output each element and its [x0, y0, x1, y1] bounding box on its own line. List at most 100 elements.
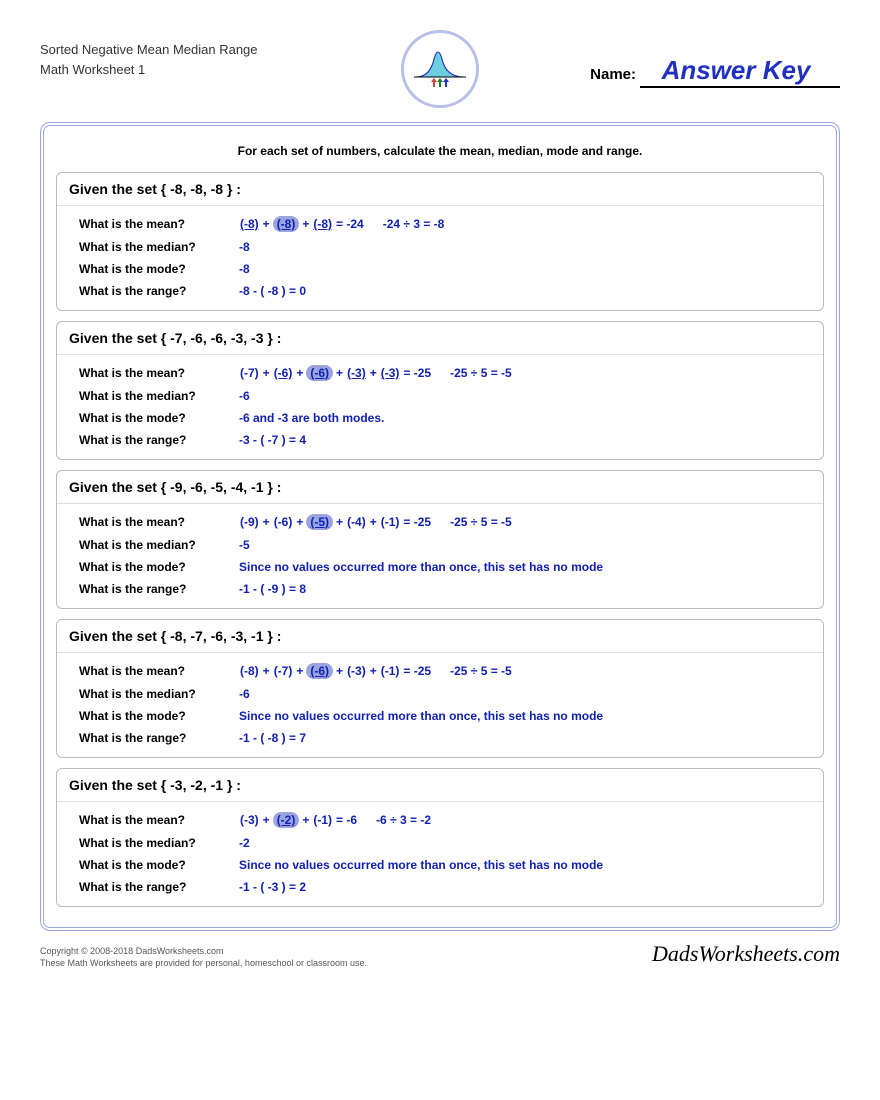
plus-sign: + — [261, 664, 272, 678]
mean-row: What is the mean?(-8)+(-7)+(-6)+(-3)+(-1… — [79, 663, 801, 679]
division-result: -25 ÷ 5 = -5 — [432, 515, 512, 529]
title-block: Sorted Negative Mean Median Range Math W… — [40, 30, 258, 79]
mode-answer: -8 — [239, 262, 250, 276]
plus-sign: + — [334, 664, 345, 678]
median-row: What is the median?-6 — [79, 389, 801, 403]
question-label: What is the range? — [79, 731, 239, 745]
footer: Copyright © 2008-2018 DadsWorksheets.com… — [40, 939, 840, 970]
median-row: What is the median?-6 — [79, 687, 801, 701]
footer-text: Copyright © 2008-2018 DadsWorksheets.com… — [40, 945, 652, 970]
question-label: What is the range? — [79, 284, 239, 298]
mode-row: What is the mode?Since no values occurre… — [79, 709, 801, 723]
mean-row: What is the mean?(-3)+(-2)+(-1)= -6-6 ÷ … — [79, 812, 801, 828]
title-line-1: Sorted Negative Mean Median Range — [40, 40, 258, 60]
problems-container: Given the set { -8, -8, -8 } : What is th… — [56, 172, 824, 907]
name-block: Name: Answer Key — [590, 30, 840, 88]
term: (-9) — [239, 515, 260, 529]
problem-set-title: Given the set { -8, -7, -6, -3, -1 } : — [57, 620, 823, 653]
question-label: What is the mean? — [79, 366, 239, 380]
question-label: What is the range? — [79, 582, 239, 596]
median-row: What is the median?-5 — [79, 538, 801, 552]
term: (-3) — [380, 366, 401, 380]
plus-sign: + — [300, 813, 311, 827]
problem-body: What is the mean?(-8)+(-7)+(-6)+(-3)+(-1… — [57, 653, 823, 757]
middle-term-highlight: (-5) — [306, 514, 333, 530]
copyright-text: Copyright © 2008-2018 DadsWorksheets.com — [40, 945, 652, 958]
range-row: What is the range?-1 - ( -9 ) = 8 — [79, 582, 801, 596]
mode-row: What is the mode?-6 and -3 are both mode… — [79, 411, 801, 425]
mode-answer: Since no values occurred more than once,… — [239, 560, 603, 574]
plus-sign: + — [261, 217, 272, 231]
term: (-8) — [239, 664, 260, 678]
range-answer: -3 - ( -7 ) = 4 — [239, 433, 306, 447]
range-answer: -1 - ( -9 ) = 8 — [239, 582, 306, 596]
term: (-8) — [312, 217, 333, 231]
mode-answer: Since no values occurred more than once,… — [239, 858, 603, 872]
problem-body: What is the mean?(-3)+(-2)+(-1)= -6-6 ÷ … — [57, 802, 823, 906]
problem-body: What is the mean?(-7)+(-6)+(-6)+(-3)+(-3… — [57, 355, 823, 459]
question-label: What is the median? — [79, 836, 239, 850]
middle-term-highlight: (-2) — [273, 812, 300, 828]
mean-answer: (-3)+(-2)+(-1)= -6-6 ÷ 3 = -2 — [239, 812, 431, 828]
range-row: What is the range?-1 - ( -3 ) = 2 — [79, 880, 801, 894]
problem-set-title: Given the set { -8, -8, -8 } : — [57, 173, 823, 206]
division-result: -25 ÷ 5 = -5 — [432, 366, 512, 380]
term: (-7) — [239, 366, 260, 380]
question-label: What is the median? — [79, 687, 239, 701]
plus-sign: + — [294, 515, 305, 529]
answer-key-text: Answer Key — [640, 55, 840, 88]
term: (-7) — [273, 664, 294, 678]
worksheet-header: Sorted Negative Mean Median Range Math W… — [40, 30, 840, 120]
term: (-1) — [380, 515, 401, 529]
median-answer: -6 — [239, 687, 250, 701]
instructions-text: For each set of numbers, calculate the m… — [56, 144, 824, 158]
problem-body: What is the mean?(-9)+(-6)+(-5)+(-4)+(-1… — [57, 504, 823, 608]
problem-block: Given the set { -8, -8, -8 } : What is th… — [56, 172, 824, 311]
mean-answer: (-8)+(-8)+(-8)= -24-24 ÷ 3 = -8 — [239, 216, 444, 232]
mode-answer: Since no values occurred more than once,… — [239, 709, 603, 723]
question-label: What is the median? — [79, 240, 239, 254]
question-label: What is the mode? — [79, 262, 239, 276]
sum-result: = -24 — [334, 217, 364, 231]
title-line-2: Math Worksheet 1 — [40, 60, 258, 80]
middle-term-highlight: (-8) — [273, 216, 300, 232]
problem-block: Given the set { -8, -7, -6, -3, -1 } : Wh… — [56, 619, 824, 758]
range-row: What is the range?-1 - ( -8 ) = 7 — [79, 731, 801, 745]
term: (-1) — [312, 813, 333, 827]
plus-sign: + — [294, 664, 305, 678]
mean-row: What is the mean?(-8)+(-8)+(-8)= -24-24 … — [79, 216, 801, 232]
worksheet-panel: For each set of numbers, calculate the m… — [40, 122, 840, 931]
question-label: What is the mode? — [79, 411, 239, 425]
problem-set-title: Given the set { -7, -6, -6, -3, -3 } : — [57, 322, 823, 355]
median-answer: -6 — [239, 389, 250, 403]
distribution-logo-icon — [401, 30, 479, 108]
question-label: What is the range? — [79, 433, 239, 447]
question-label: What is the mean? — [79, 217, 239, 231]
question-label: What is the mean? — [79, 515, 239, 529]
sum-result: = -6 — [334, 813, 357, 827]
division-result: -25 ÷ 5 = -5 — [432, 664, 512, 678]
disclaimer-text: These Math Worksheets are provided for p… — [40, 957, 652, 970]
question-label: What is the mode? — [79, 709, 239, 723]
mode-answer: -6 and -3 are both modes. — [239, 411, 384, 425]
median-answer: -8 — [239, 240, 250, 254]
question-label: What is the mode? — [79, 560, 239, 574]
plus-sign: + — [368, 515, 379, 529]
question-label: What is the mode? — [79, 858, 239, 872]
middle-term-highlight: (-6) — [306, 365, 333, 381]
mean-row: What is the mean?(-7)+(-6)+(-6)+(-3)+(-3… — [79, 365, 801, 381]
problem-block: Given the set { -9, -6, -5, -4, -1 } :Wh… — [56, 470, 824, 609]
mode-row: What is the mode?-8 — [79, 262, 801, 276]
plus-sign: + — [334, 366, 345, 380]
sum-result: = -25 — [401, 366, 431, 380]
middle-term-highlight: (-6) — [306, 663, 333, 679]
range-answer: -1 - ( -3 ) = 2 — [239, 880, 306, 894]
mode-row: What is the mode?Since no values occurre… — [79, 858, 801, 872]
division-result: -6 ÷ 3 = -2 — [358, 813, 431, 827]
mean-answer: (-8)+(-7)+(-6)+(-3)+(-1)= -25-25 ÷ 5 = -… — [239, 663, 512, 679]
median-answer: -5 — [239, 538, 250, 552]
plus-sign: + — [261, 515, 272, 529]
median-answer: -2 — [239, 836, 250, 850]
term: (-3) — [346, 366, 367, 380]
question-label: What is the median? — [79, 389, 239, 403]
